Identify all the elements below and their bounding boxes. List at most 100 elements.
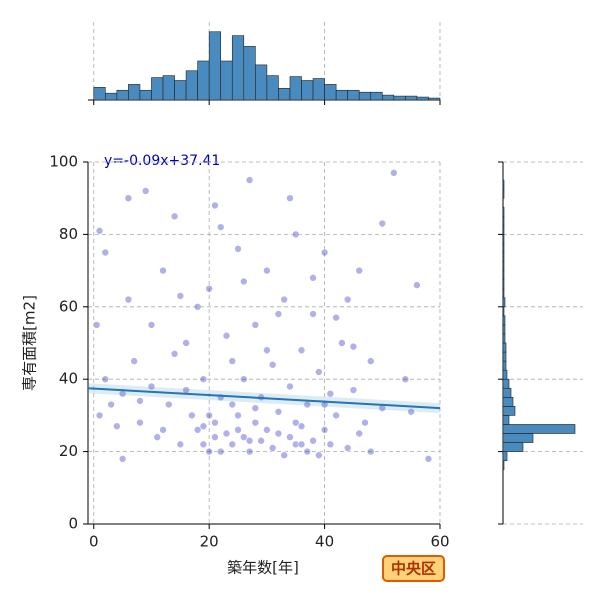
point [95,226,104,235]
point [268,360,277,369]
point [136,397,144,405]
x-tick-label: 40 [315,533,334,551]
hist-bar [174,80,187,101]
point [193,426,202,434]
hist-bar [116,89,129,101]
hist-bar [502,406,516,416]
point [147,382,156,391]
point [216,223,225,231]
x-tick-label: 0 [89,533,99,551]
point [205,411,213,420]
point [309,436,317,445]
hist-bar [266,75,279,101]
point [349,386,358,394]
point [286,194,294,202]
y-axis-label: 専有面積[m2] [21,295,39,391]
hist-bar [502,324,506,335]
point [361,418,369,427]
point [309,310,317,318]
point [107,400,115,409]
point [291,418,300,427]
point [407,407,415,416]
hist-bar [289,76,302,101]
hist-bar [502,306,505,317]
hist-bar [502,234,505,244]
point [343,295,352,304]
point [234,245,242,253]
y-tick-label: 40 [59,370,78,388]
hist-bar [502,360,507,371]
point [297,346,306,355]
point [199,422,208,431]
point [199,375,208,384]
y-tick-label: 20 [59,442,78,460]
point [113,422,121,431]
hist-bar [347,89,360,101]
hist-bar [502,396,514,407]
point [355,266,364,275]
badge: 中央区 [391,560,436,578]
point [366,357,375,365]
hist-bar [502,369,508,380]
point [136,418,144,427]
point [199,440,208,449]
point [291,230,300,239]
point [291,440,300,449]
point [222,331,231,340]
hist-bar [502,378,510,389]
hist-bar [278,88,291,101]
hist-bar [428,97,441,101]
hist-bar [231,35,245,101]
hist-bar [301,80,314,101]
hist-bar [502,261,505,271]
hist-bar [197,60,210,101]
point [286,433,294,441]
hist-bar [405,95,418,101]
point [263,426,271,434]
hist-bar [502,216,505,226]
hist-bar [324,84,337,101]
hist-bar [162,75,175,101]
hist-bar [139,89,152,101]
hist-bar [502,451,508,461]
hist-bar [502,188,505,199]
hist-bar [185,70,198,101]
hist-bar [502,351,507,362]
point [320,426,329,434]
point [205,284,213,293]
hist-bar [502,460,505,470]
y-tick-label: 100 [49,153,78,171]
point [205,447,213,456]
point [240,375,248,384]
hist-bar [502,252,505,262]
hist-bar [312,78,325,101]
hist-bar [502,288,505,299]
hist-bar [220,60,233,101]
hist-bar [502,270,505,280]
point [245,436,254,445]
point [257,436,265,445]
hist-bar [502,315,506,326]
point [211,201,219,210]
point [147,321,156,329]
point [170,212,179,221]
point [297,440,306,449]
point [268,444,277,452]
x-tick-label: 20 [200,533,219,551]
point [343,444,352,452]
point [366,447,375,456]
point [315,368,323,376]
point [251,321,260,329]
point [315,451,323,460]
regression-line [87,387,441,410]
point [228,440,237,449]
point [101,375,110,384]
point [349,342,358,351]
point [286,382,294,391]
point [413,281,421,289]
hist-bar [335,89,348,101]
point [124,295,133,304]
point [274,407,283,416]
point [159,426,167,434]
